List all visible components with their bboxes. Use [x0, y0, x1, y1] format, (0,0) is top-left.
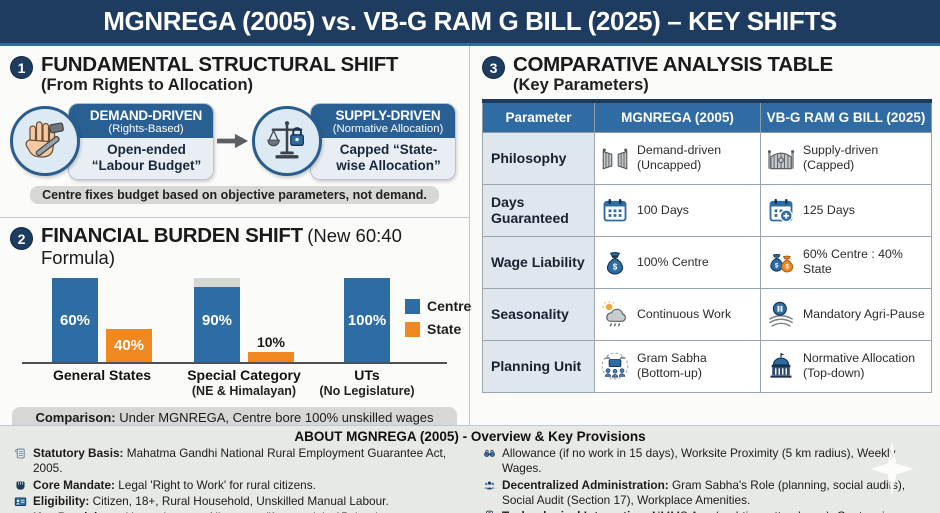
calendar-icon	[600, 195, 630, 225]
bar-state-special: 10%	[248, 334, 294, 362]
about-left-column: Statutory Basis: Mahatma Gandhi National…	[14, 446, 457, 513]
people-group-icon	[483, 479, 496, 492]
meeting-icon	[600, 351, 630, 381]
demand-card-subheader: (Rights-Based)	[108, 122, 184, 135]
list-item: Core Mandate: Legal 'Right to Work' for …	[14, 478, 457, 493]
section-financial-burden: 2 FINANCIAL BURDEN SHIFT (New 60:40 Form…	[0, 218, 471, 443]
supply-driven-card: SUPPLY-DRIVEN (Normative Allocation) Cap…	[252, 102, 456, 180]
x-axis	[22, 362, 447, 364]
about-right-column: Allowance (if no work in 15 days), Works…	[483, 446, 926, 513]
table-header-row: Parameter MGNREGA (2005) VB-G RAM G BILL…	[482, 98, 932, 133]
comparison-table: Parameter MGNREGA (2005) VB-G RAM G BILL…	[482, 98, 932, 393]
calendar-plus-icon	[766, 195, 796, 225]
bar-state-general: 40%	[106, 329, 152, 362]
table-row: Seasonality	[482, 287, 932, 341]
capitol-icon	[766, 351, 796, 381]
section1-badge: 1	[10, 56, 33, 79]
section2-badge: 2	[10, 227, 33, 250]
table-row: Planning Unit	[482, 339, 932, 393]
list-item: Key Provisions: Unemployment Allowance (…	[14, 510, 457, 513]
main-area: 1 FUNDAMENTAL STRUCTURAL SHIFT (From Rig…	[0, 46, 940, 443]
section2-title: FINANCIAL BURDEN SHIFT	[41, 224, 303, 247]
category-label: UTs (No Legislature)	[319, 367, 415, 398]
section3-subtitle: (Key Parameters)	[513, 75, 649, 94]
category-label: Special Category (NE & Himalayan)	[187, 367, 301, 398]
shift-cards-row: DEMAND-DRIVEN (Rights-Based) Open-ended …	[10, 102, 459, 180]
supply-card-body: Capped “State-	[339, 141, 438, 157]
bar-remainder-cap	[194, 278, 240, 287]
right-column: 3 COMPARATIVE ANALYSIS TABLE (Key Parame…	[470, 46, 940, 425]
col-header-parameter: Parameter	[482, 98, 595, 133]
hand-hammer-icon	[21, 117, 69, 165]
scroll-icon	[14, 447, 27, 460]
section3-title: COMPARATIVE ANALYSIS TABLE	[513, 53, 833, 76]
title-banner: MGNREGA (2005) vs. VB-G RAM G BILL (2025…	[0, 0, 940, 46]
legend-label-state: State	[427, 321, 462, 337]
list-item: Statutory Basis: Mahatma Gandhi National…	[14, 446, 457, 477]
scale-lock-icon	[264, 118, 310, 164]
section-structural-shift: 1 FUNDAMENTAL STRUCTURAL SHIFT (From Rig…	[0, 46, 469, 218]
bar-centre-general: 60%	[52, 278, 98, 362]
bar-centre-special: 90%	[194, 278, 240, 362]
worksite-icon	[483, 447, 496, 460]
section1-subtitle: (From Rights to Allocation)	[41, 75, 254, 94]
arrow-right-icon	[216, 129, 250, 153]
supply-card-header: SUPPLY-DRIVEN	[335, 107, 441, 123]
demand-card-body: Open-ended	[107, 141, 186, 157]
list-item: Eligibility: Citizen, 18+, Rural Househo…	[14, 494, 457, 509]
list-item: Allowance (if no work in 15 days), Works…	[483, 446, 926, 477]
section2-subtitle: (New 60:40 Formula)	[41, 225, 402, 268]
svg-text:$: $	[785, 264, 789, 271]
about-title: ABOUT MGNREGA (2005) - Overview & Key Pr…	[294, 429, 646, 444]
section1-title: FUNDAMENTAL STRUCTURAL SHIFT	[41, 53, 399, 76]
col-header-vbg: VB-G RAM G BILL (2025)	[760, 98, 932, 133]
list-item: Decentralized Administration: Gram Sabha…	[483, 478, 926, 509]
section1-header: 1 FUNDAMENTAL STRUCTURAL SHIFT (From Rig…	[10, 54, 459, 95]
chart-legend: Centre State	[405, 298, 471, 337]
demand-card-header: DEMAND-DRIVEN	[89, 107, 203, 123]
id-card-icon	[14, 495, 27, 508]
agri-pause-icon	[766, 299, 796, 329]
list-item: Technological Integration: NMMS App (rea…	[483, 509, 926, 513]
weather-icon	[600, 299, 630, 329]
gate-closed-icon	[766, 143, 796, 173]
category-label: General States	[52, 367, 152, 383]
gate-open-icon	[600, 143, 630, 173]
bar-chart: 60% 40% 90% 10% 100%	[22, 274, 471, 398]
table-row: Wage Liability $ 100% Centre	[482, 235, 932, 289]
legend-swatch-centre	[405, 298, 420, 314]
legend-swatch-state	[405, 321, 420, 337]
section3-badge: 3	[482, 56, 505, 79]
svg-text:$: $	[775, 263, 779, 270]
money-bags-icon: $ $	[766, 247, 796, 277]
fist-icon	[14, 479, 27, 492]
table-row: Days Guaranteed	[482, 183, 932, 237]
table-row: Philosophy	[482, 131, 932, 185]
section1-note: Centre fixes budget based on objective p…	[30, 185, 439, 204]
legend-label-centre: Centre	[427, 298, 472, 314]
supply-card-subheader: (Normative Allocation)	[332, 122, 444, 135]
svg-text:$: $	[613, 263, 618, 272]
money-bag-icon: $	[600, 247, 630, 277]
page-title: MGNREGA (2005) vs. VB-G RAM G BILL (2025…	[103, 6, 837, 36]
about-section: ABOUT MGNREGA (2005) - Overview & Key Pr…	[0, 425, 940, 513]
left-column: 1 FUNDAMENTAL STRUCTURAL SHIFT (From Rig…	[0, 46, 471, 443]
demand-driven-card: DEMAND-DRIVEN (Rights-Based) Open-ended …	[10, 102, 214, 180]
col-header-mgnrega: MGNREGA (2005)	[594, 98, 761, 133]
bar-centre-uts: 100%	[344, 278, 390, 362]
